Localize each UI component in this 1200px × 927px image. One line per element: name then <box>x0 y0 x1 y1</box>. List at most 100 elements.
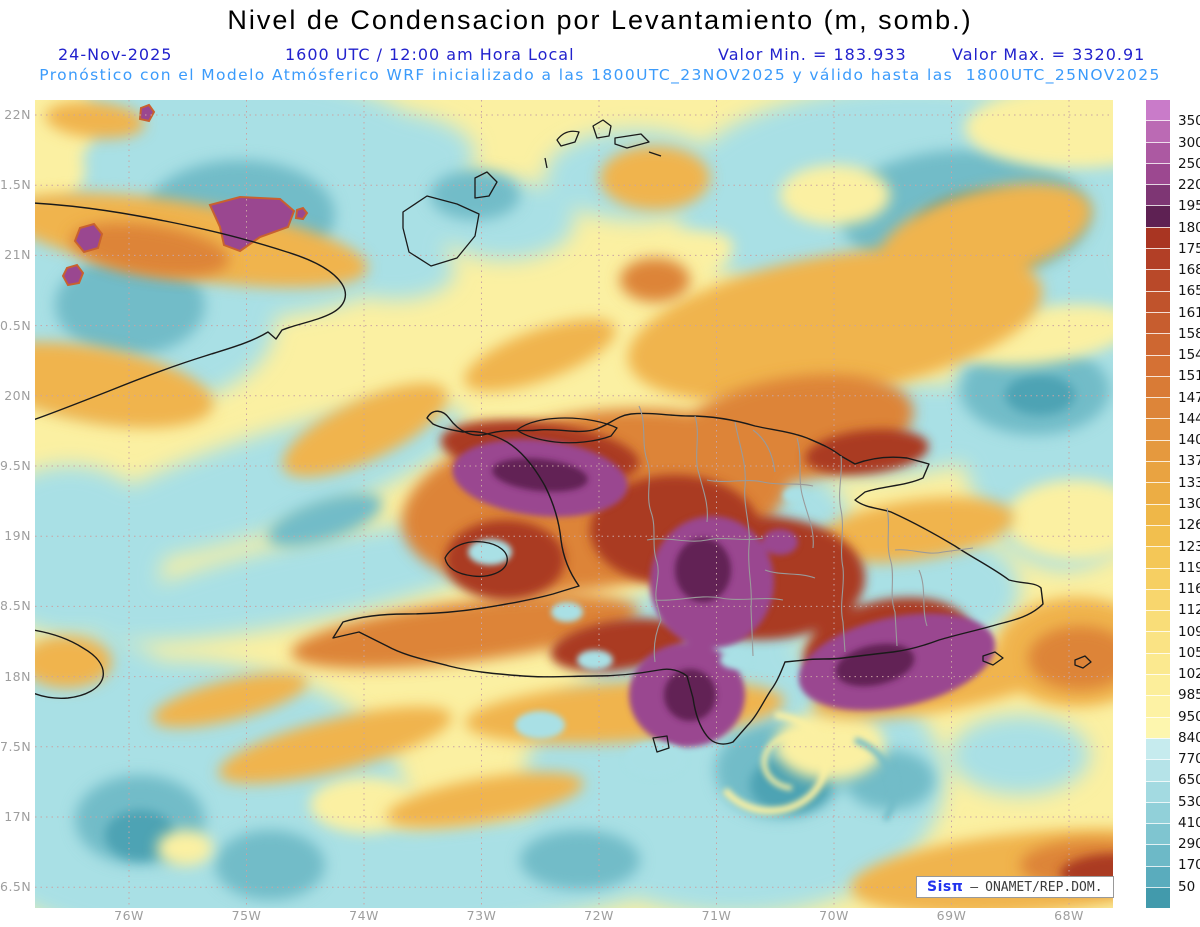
little-inagua-island <box>474 171 498 199</box>
lat-tick-label: 8.5N <box>0 598 32 614</box>
colorbar-segment <box>1146 524 1170 547</box>
colorbar <box>1146 100 1170 909</box>
jamaica-coastline <box>32 629 104 699</box>
colorbar-segment <box>1146 162 1170 185</box>
colorbar-segment <box>1146 141 1170 163</box>
header-line-datetime: 24-Nov-2025 1600 UTC / 12:00 am Hora Loc… <box>0 45 1200 65</box>
colorbar-segment <box>1146 248 1170 270</box>
grid-layer <box>35 100 1113 908</box>
forecast-info-line: Pronóstico con el Modelo Atmósferico WRF… <box>39 66 1161 84</box>
valid-time: 1600 UTC / 12:00 am Hora Local <box>285 45 575 64</box>
colorbar-segment <box>1146 311 1170 334</box>
colorbar-tick: 1230 <box>1178 538 1200 555</box>
colorbar-segment <box>1146 588 1170 611</box>
colorbar-segment <box>1146 503 1170 525</box>
caicos-island-5 <box>544 157 548 169</box>
colorbar-tick: 3000 <box>1178 134 1200 151</box>
saona-island <box>982 651 1004 666</box>
colorbar-segment <box>1146 397 1170 419</box>
lat-tick-label: 21N <box>4 247 31 263</box>
colorbar-segment <box>1146 567 1170 589</box>
colorbar-segment <box>1146 695 1170 717</box>
colorbar-segment <box>1146 418 1170 440</box>
colorbar-segment <box>1146 375 1170 398</box>
colorbar-tick: 1090 <box>1178 623 1200 640</box>
lat-tick-label: 19N <box>4 528 31 544</box>
colorbar-tick: 290 <box>1178 836 1200 853</box>
colorbar-segment <box>1146 631 1170 653</box>
colorbar-tick: 770 <box>1178 751 1200 768</box>
colorbar-tick: 50 <box>1178 878 1196 895</box>
colorbar-segment <box>1146 546 1170 568</box>
watermark-separator: – <box>970 879 979 895</box>
colorbar-segment <box>1146 716 1170 738</box>
colorbar-tick: 1265 <box>1178 517 1200 534</box>
caicos-island-3 <box>614 133 650 149</box>
lat-tick-label: 6.5N <box>0 879 32 895</box>
colorbar-tick: 1580 <box>1178 325 1200 342</box>
colorbar-segment <box>1146 184 1170 206</box>
colorbar-tick: 2200 <box>1178 177 1200 194</box>
colorbar-tick: 1545 <box>1178 347 1200 364</box>
hispaniola-coastline <box>332 410 1044 745</box>
tortue-island <box>516 417 618 444</box>
colorbar-segment <box>1146 205 1170 227</box>
colorbar-tick: 1950 <box>1178 198 1200 215</box>
cuba-coastline <box>32 202 347 421</box>
colorbar-segment <box>1146 269 1170 291</box>
colorbar-tick: 1300 <box>1178 496 1200 512</box>
colorbar-segment <box>1146 354 1170 376</box>
colorbar-tick: 1195 <box>1178 559 1200 576</box>
colorbar-segment <box>1146 461 1170 483</box>
colorbar-tick: 1405 <box>1178 432 1200 449</box>
colorbar-tick: 1440 <box>1178 410 1200 427</box>
lat-tick-label: 20N <box>4 387 31 403</box>
colorbar-segment <box>1146 290 1170 312</box>
value-min-label: Valor Min. = 183.933 <box>718 45 907 64</box>
colorbar-tick: 1160 <box>1178 581 1200 598</box>
colorbar-tick: 1615 <box>1178 304 1200 321</box>
caicos-island-1 <box>556 130 580 147</box>
colorbar-segment <box>1146 865 1170 887</box>
colorbar-segment <box>1146 759 1170 781</box>
colorbar-tick: 2500 <box>1178 155 1200 172</box>
island-cyan-patches <box>468 487 807 778</box>
colorbar-tick: 1510 <box>1178 368 1200 385</box>
colorbar-tick: 650 <box>1178 772 1200 789</box>
colorbar-segment <box>1146 886 1170 909</box>
swirl-arcs <box>722 711 897 822</box>
lat-tick-label: 1.5N <box>0 177 32 193</box>
lat-tick-label: 7.5N <box>0 738 32 754</box>
value-max-label: Valor Max. = 3320.91 <box>952 45 1146 64</box>
colorbar-tick: 3500 <box>1178 113 1200 130</box>
colorbar-tick: 950 <box>1178 708 1200 725</box>
coastlines <box>32 202 1044 745</box>
colorbar-tick: 1685 <box>1178 262 1200 279</box>
map-canvas <box>0 70 1200 927</box>
colorbar-tick: 1020 <box>1178 666 1200 683</box>
lat-tick-label: 9.5N <box>0 458 32 473</box>
colorbar-segment <box>1146 226 1170 249</box>
lon-tick-label: 76W <box>114 908 144 923</box>
colorbar-tick: 170 <box>1178 857 1200 874</box>
caicos-island-2 <box>592 119 612 139</box>
colorbar-tick: 1650 <box>1178 283 1200 300</box>
colorbar-tick: 1800 <box>1178 219 1200 236</box>
colorbar-tick: 1475 <box>1178 389 1200 406</box>
colorbar-segment <box>1146 439 1170 462</box>
lon-tick-label: 70W <box>819 908 849 923</box>
colorbar-tick: 530 <box>1178 793 1200 810</box>
colorbar-segment <box>1146 823 1170 845</box>
lon-tick-label: 75W <box>231 908 262 923</box>
lat-tick-label: 0.5N <box>0 317 32 333</box>
province-borders <box>638 405 974 663</box>
lon-tick-label: 72W <box>584 908 614 923</box>
cuba-purple-spots <box>61 103 309 287</box>
colorbar-segment <box>1146 674 1170 696</box>
colorbar-segment <box>1146 120 1170 142</box>
colorbar-segment <box>1146 482 1170 504</box>
colorbar-tick: 840 <box>1178 729 1200 746</box>
colorbar-segment <box>1146 780 1170 802</box>
lon-tick-label: 71W <box>701 908 732 923</box>
